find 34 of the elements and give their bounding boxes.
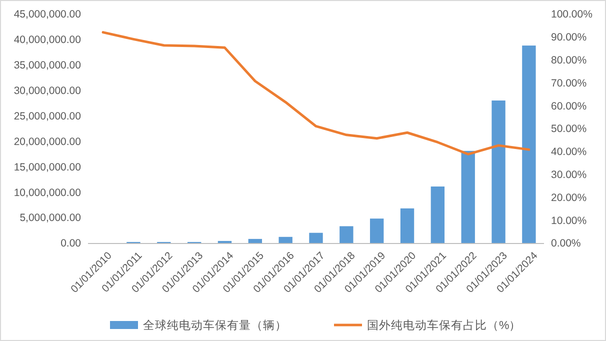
bar [309, 232, 323, 243]
y-tick-label: 5,000,000.00 [20, 212, 82, 224]
bar [340, 226, 354, 243]
y-tick-label: 30,000,000.00 [14, 85, 82, 98]
legend-label: 国外纯电动车保有占比（%） [367, 318, 522, 332]
y2-tick-label: 100.00% [551, 8, 592, 21]
bar [522, 46, 536, 243]
y2-tick-label: 50.00% [551, 123, 587, 136]
bar [430, 186, 445, 243]
y2-tick-label: 30.00% [551, 168, 587, 181]
line-series [102, 31, 530, 156]
y-tick-label: 35,000,000.00 [14, 60, 82, 72]
bar [248, 238, 262, 243]
y-tick-label: 40,000,000.00 [14, 34, 82, 46]
y2-tick-label: 0.00% [551, 238, 581, 250]
y-tick-label: 45,000,000.00 [14, 8, 82, 21]
y-tick-label: 15,000,000.00 [14, 161, 82, 174]
y2-tick-label: 70.00% [551, 77, 587, 90]
bar [370, 218, 384, 243]
legend-label: 全球纯电动车保有量（辆） [143, 318, 287, 332]
y-tick-label: 25,000,000.00 [14, 110, 82, 122]
y2-tick-label: 60.00% [551, 100, 587, 112]
y-tick-label: 10,000,000.00 [14, 186, 82, 199]
bar [492, 100, 506, 243]
y-tick-label: 20,000,000.00 [14, 136, 82, 148]
bar [278, 236, 292, 243]
y2-tick-label: 90.00% [551, 32, 587, 44]
y2-tick-label: 20.00% [551, 192, 587, 204]
y2-tick-label: 10.00% [551, 214, 587, 227]
bar [400, 208, 414, 243]
y-tick-label: 0.00 [60, 238, 82, 250]
y2-tick-label: 40.00% [551, 146, 587, 158]
bar [461, 150, 475, 243]
y2-tick-label: 80.00% [551, 54, 587, 66]
